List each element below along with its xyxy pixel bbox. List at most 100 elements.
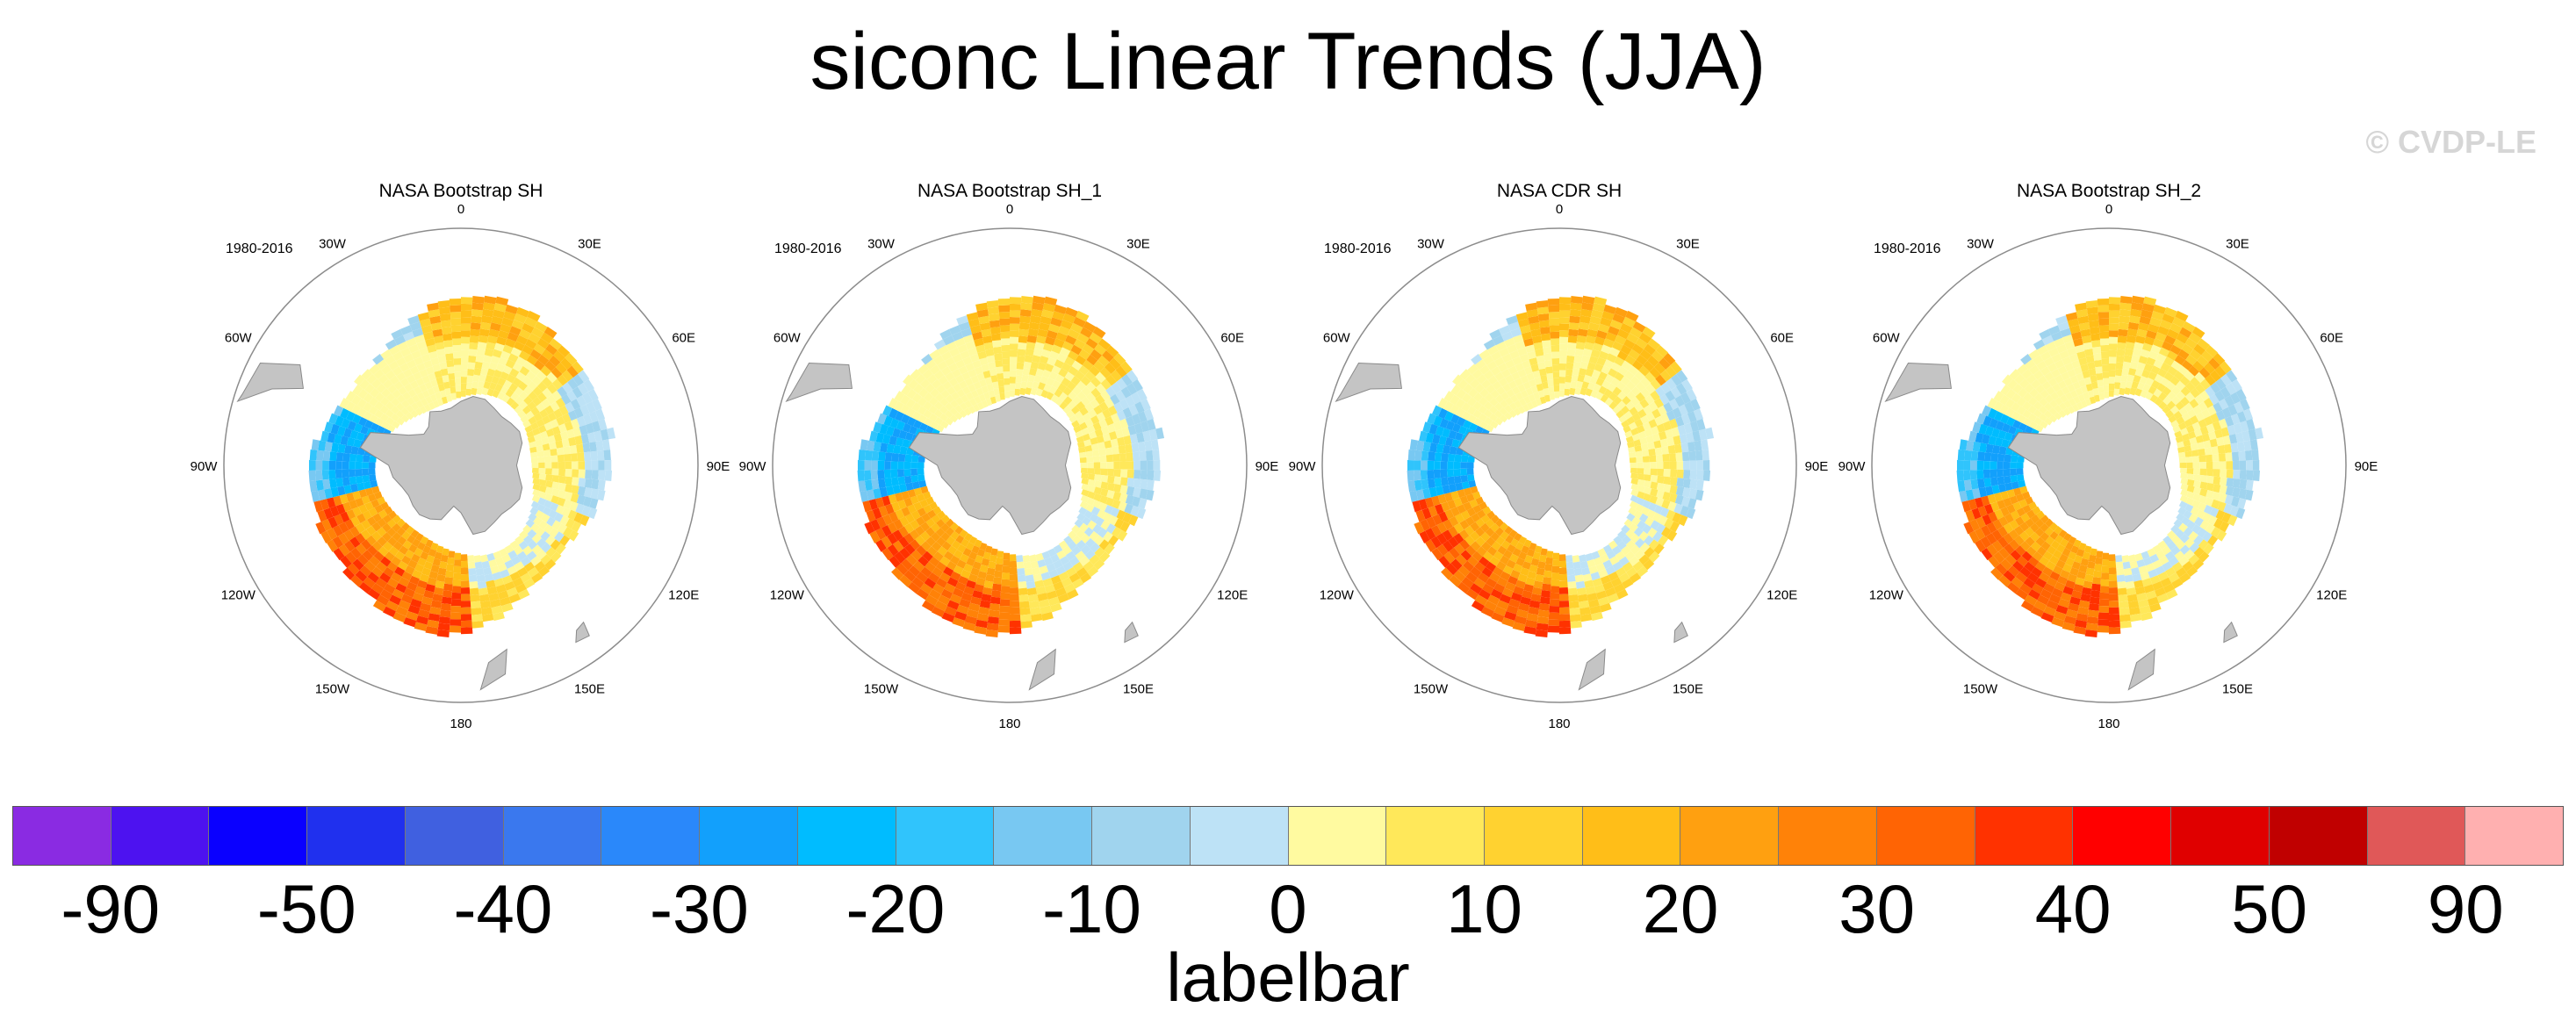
map-panel-4: NASA Bootstrap SH_2 1980-2016 0 30E 60E 90E 12…	[1837, 167, 2381, 729]
longitude-label: 60E	[1220, 331, 1244, 346]
colorbar-box	[700, 807, 798, 865]
longitude-label: 90W	[1838, 459, 1867, 474]
map-boundary	[1321, 227, 1797, 703]
longitude-label: 120W	[1869, 587, 1904, 602]
sea-ice-trend-field	[308, 295, 616, 637]
south-america-landmass	[1335, 363, 1402, 403]
polar-map: NASA Bootstrap SH 1980-2016 0 30E 60E 90E 120E…	[191, 181, 730, 729]
colorbar-box	[1386, 807, 1486, 865]
longitude-label: 0	[2105, 202, 2112, 217]
longitude-label: 150E	[2222, 682, 2253, 697]
period-label: 1980-2016	[1874, 241, 1941, 256]
map-boundary	[223, 227, 699, 703]
antarctica-landmass	[908, 395, 1072, 536]
longitude-label: 0	[1556, 202, 1563, 217]
period-label: 1980-2016	[1324, 241, 1392, 256]
colorbar-box	[2171, 807, 2270, 865]
colorbar-box	[797, 807, 896, 865]
longitude-label: 90W	[1289, 459, 1317, 474]
longitude-label: 180	[1548, 716, 1570, 729]
colorbar-box	[405, 807, 504, 865]
longitude-label: 30E	[578, 236, 601, 251]
south-america-landmass	[1884, 363, 1952, 403]
colorbar-box	[2367, 807, 2466, 865]
colorbar-box	[1092, 807, 1191, 865]
longitude-label: 30E	[1676, 236, 1700, 251]
colorbar-box	[503, 807, 602, 865]
longitude-label: 30W	[1417, 236, 1445, 251]
colorbar-label: 90	[2427, 870, 2504, 947]
colorbar-box	[1190, 807, 1289, 865]
colorbar-box	[601, 807, 701, 865]
longitude-label: 60E	[672, 331, 695, 346]
longitude-label: 90W	[739, 459, 767, 474]
panel-title: NASA Bootstrap SH_1	[917, 181, 1102, 201]
colorbar-label: 40	[2034, 870, 2112, 947]
longitude-label: 180	[998, 716, 1020, 729]
longitude-label: 60W	[774, 331, 802, 346]
colorbar-title: labelbar	[1166, 939, 1410, 1016]
map-boundary	[772, 227, 1248, 703]
colorbar-label: 50	[2231, 870, 2308, 947]
colorbar-box	[2269, 807, 2368, 865]
colorbar-label: 10	[1446, 870, 1522, 947]
colorbar-box	[2073, 807, 2172, 865]
panel-title: NASA Bootstrap SH_2	[2017, 181, 2201, 201]
longitude-label: 30E	[1126, 236, 1150, 251]
watermark: © CVDP-LE	[2365, 124, 2536, 160]
south-america-landmass	[236, 363, 304, 403]
longitude-label: 150W	[1414, 682, 1449, 697]
colorbar-label: 20	[1642, 870, 1719, 947]
colorbar-label: -30	[650, 870, 749, 947]
polar-map: NASA Bootstrap SH_1 1980-2016 0 30E 60E 90E 12…	[739, 181, 1279, 729]
period-label: 1980-2016	[226, 241, 293, 256]
sea-ice-trend-field	[1407, 295, 1715, 637]
longitude-label: 150E	[1123, 682, 1154, 697]
longitude-label: 150W	[864, 682, 899, 697]
colorbar	[12, 806, 2564, 866]
tasmania-landmass	[2223, 621, 2238, 644]
colorbar-label: -10	[1042, 870, 1141, 947]
map-panel-2: NASA Bootstrap SH_1 1980-2016 0 30E 60E 90E 12…	[738, 167, 1282, 729]
map-panel-1: NASA Bootstrap SH 1980-2016 0 30E 60E 90E 120E…	[189, 167, 733, 729]
colorbar-box	[1680, 807, 1780, 865]
longitude-label: 120W	[770, 587, 805, 602]
colorbar-label: -40	[453, 870, 553, 947]
longitude-label: 150E	[1673, 682, 1703, 697]
colorbar-box	[1485, 807, 1583, 865]
colorbar-label: 0	[1269, 870, 1307, 947]
colorbar-box	[896, 807, 995, 865]
colorbar-label: -20	[845, 870, 946, 947]
longitude-label: 30E	[2226, 236, 2249, 251]
colorbar-label: 30	[1838, 870, 1915, 947]
longitude-label: 0	[1006, 202, 1013, 217]
longitude-label: 30W	[1967, 236, 1995, 251]
south-america-landmass	[785, 363, 853, 403]
colorbar-label: -90	[61, 870, 161, 947]
colorbar-box	[994, 807, 1093, 865]
sea-ice-trend-field	[1956, 295, 2264, 637]
panel-title: NASA Bootstrap SH	[379, 181, 543, 201]
tasmania-landmass	[1673, 621, 1688, 644]
longitude-label: 120E	[1767, 587, 1797, 602]
longitude-label: 30W	[319, 236, 347, 251]
new-zealand-landmass	[2127, 648, 2155, 691]
map-panel-3: NASA CDR SH 1980-2016 0 30E 60E 90E 120E 150E 18…	[1287, 167, 1831, 729]
longitude-label: 150E	[574, 682, 605, 697]
longitude-label: 180	[450, 716, 471, 729]
new-zealand-landmass	[1028, 648, 1056, 691]
colorbar-box	[1582, 807, 1681, 865]
colorbar-box	[13, 807, 112, 865]
longitude-label: 120E	[668, 587, 699, 602]
polar-map: NASA CDR SH 1980-2016 0 30E 60E 90E 120E 150E 18…	[1289, 181, 1829, 729]
longitude-label: 60E	[2320, 331, 2343, 346]
period-label: 1980-2016	[774, 241, 842, 256]
polar-map: NASA Bootstrap SH_2 1980-2016 0 30E 60E 90E 12…	[1838, 181, 2378, 729]
longitude-label: 60E	[1770, 331, 1794, 346]
colorbar-box	[209, 807, 308, 865]
longitude-label: 0	[457, 202, 464, 217]
sea-ice-trend-field	[857, 295, 1165, 637]
longitude-label: 150W	[1963, 682, 1998, 697]
colorbar-box	[2465, 807, 2564, 865]
longitude-label: 120E	[1217, 587, 1248, 602]
